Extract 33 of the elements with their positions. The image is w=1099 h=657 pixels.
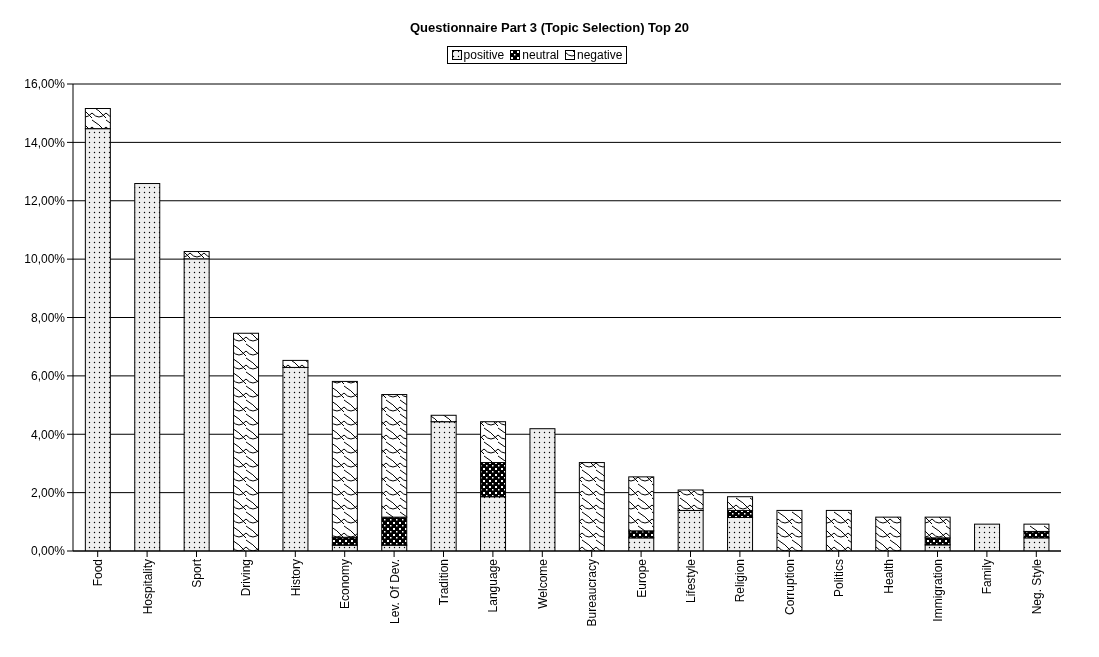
x-tick-label: Family xyxy=(980,559,995,595)
x-tick-label: Politics xyxy=(832,559,847,598)
x-tick-label: Tradition xyxy=(437,559,452,606)
legend-label: positive xyxy=(462,48,505,62)
x-tick-label: Language xyxy=(486,558,501,613)
y-tick-label: 0,00% xyxy=(30,544,66,559)
x-tick-label: Corruption xyxy=(782,559,797,616)
y-tick-label: 2,00% xyxy=(30,485,66,500)
y-tick-label: 6,00% xyxy=(30,369,66,384)
x-tick-label: Health xyxy=(881,559,896,594)
x-tick-label: Lev. Of Dev. xyxy=(387,559,402,624)
y-tick-label: 14,00% xyxy=(24,135,66,150)
chart-title: Questionnaire Part 3 (Topic Selection) Top 20 xyxy=(408,19,691,37)
x-tick-label: Neg. Style xyxy=(1029,558,1044,615)
x-tick-label: Welcome xyxy=(535,558,550,609)
x-tick-label: Lifestyle xyxy=(684,558,699,604)
x-tick-label: Food xyxy=(91,559,106,587)
y-tick-label: 8,00% xyxy=(30,310,66,325)
y-tick-label: 10,00% xyxy=(24,252,66,267)
x-tick-label: Europe xyxy=(634,558,649,598)
y-tick-label: 12,00% xyxy=(24,194,66,209)
legend-label: neutral xyxy=(521,48,559,62)
x-tick-label: Hospitality xyxy=(140,559,155,615)
x-tick-label: Religion xyxy=(733,559,748,603)
x-tick-label: Economy xyxy=(338,559,353,610)
x-tick-label: History xyxy=(288,559,303,597)
x-tick-label: Sport xyxy=(190,558,205,588)
y-tick-label: 16,00% xyxy=(24,77,66,92)
y-tick-label: 4,00% xyxy=(30,427,66,442)
legend-label: negative xyxy=(576,48,623,62)
x-tick-label: Bureaucracy xyxy=(585,559,600,627)
x-tick-label: Driving xyxy=(239,559,254,597)
x-tick-label: Immigration xyxy=(931,559,946,622)
